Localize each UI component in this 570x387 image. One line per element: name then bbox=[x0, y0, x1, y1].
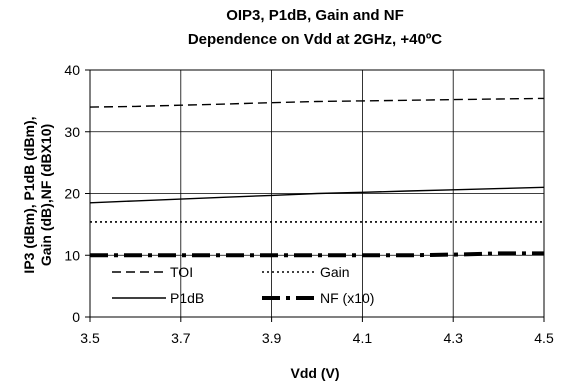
legend-label-nf-x10: NF (x10) bbox=[320, 290, 374, 306]
y-tick-label-4: 40 bbox=[64, 62, 80, 78]
x-tick-label-5: 4.5 bbox=[534, 330, 554, 346]
y-tick-label-0: 0 bbox=[72, 309, 80, 325]
chart-subtitle: Dependence on Vdd at 2GHz, +40ºC bbox=[188, 31, 442, 48]
x-tick-label-2: 3.9 bbox=[262, 330, 282, 346]
series-layer bbox=[89, 97, 545, 258]
y-axis-label-line-1: IP3 (dBm), P1dB (dBm), bbox=[21, 116, 37, 273]
axes: 0 10 20 30 40 3.5 3.7 3.9 4.1 4.3 4.5 bbox=[64, 62, 554, 346]
x-tick-label-3: 4.1 bbox=[353, 330, 373, 346]
legend-label-toi: TOI bbox=[170, 264, 193, 280]
series-line-p1db bbox=[89, 186, 545, 204]
legend-label-p1db: P1dB bbox=[170, 290, 204, 306]
x-tick-label-0: 3.5 bbox=[80, 330, 100, 346]
y-axis-label: IP3 (dBm), P1dB (dBm), Gain (dB),NF (dBX… bbox=[21, 116, 54, 273]
x-tick-label-1: 3.7 bbox=[171, 330, 191, 346]
y-tick-label-1: 10 bbox=[64, 247, 80, 263]
series-line-nf-x10 bbox=[90, 251, 544, 258]
series-line-toi bbox=[89, 97, 545, 108]
x-axis-label: Vdd (V) bbox=[291, 365, 340, 381]
legend: TOI Gain P1dB NF (x10) bbox=[112, 264, 374, 306]
chart-title: OIP3, P1dB, Gain and NF bbox=[226, 7, 404, 24]
y-axis-label-line-2: Gain (dB),NF (dBX10) bbox=[38, 124, 54, 266]
x-tick-label-4: 4.3 bbox=[443, 330, 463, 346]
y-tick-label-2: 20 bbox=[64, 186, 80, 202]
y-tick-label-3: 30 bbox=[64, 124, 80, 140]
legend-label-gain: Gain bbox=[320, 264, 350, 280]
